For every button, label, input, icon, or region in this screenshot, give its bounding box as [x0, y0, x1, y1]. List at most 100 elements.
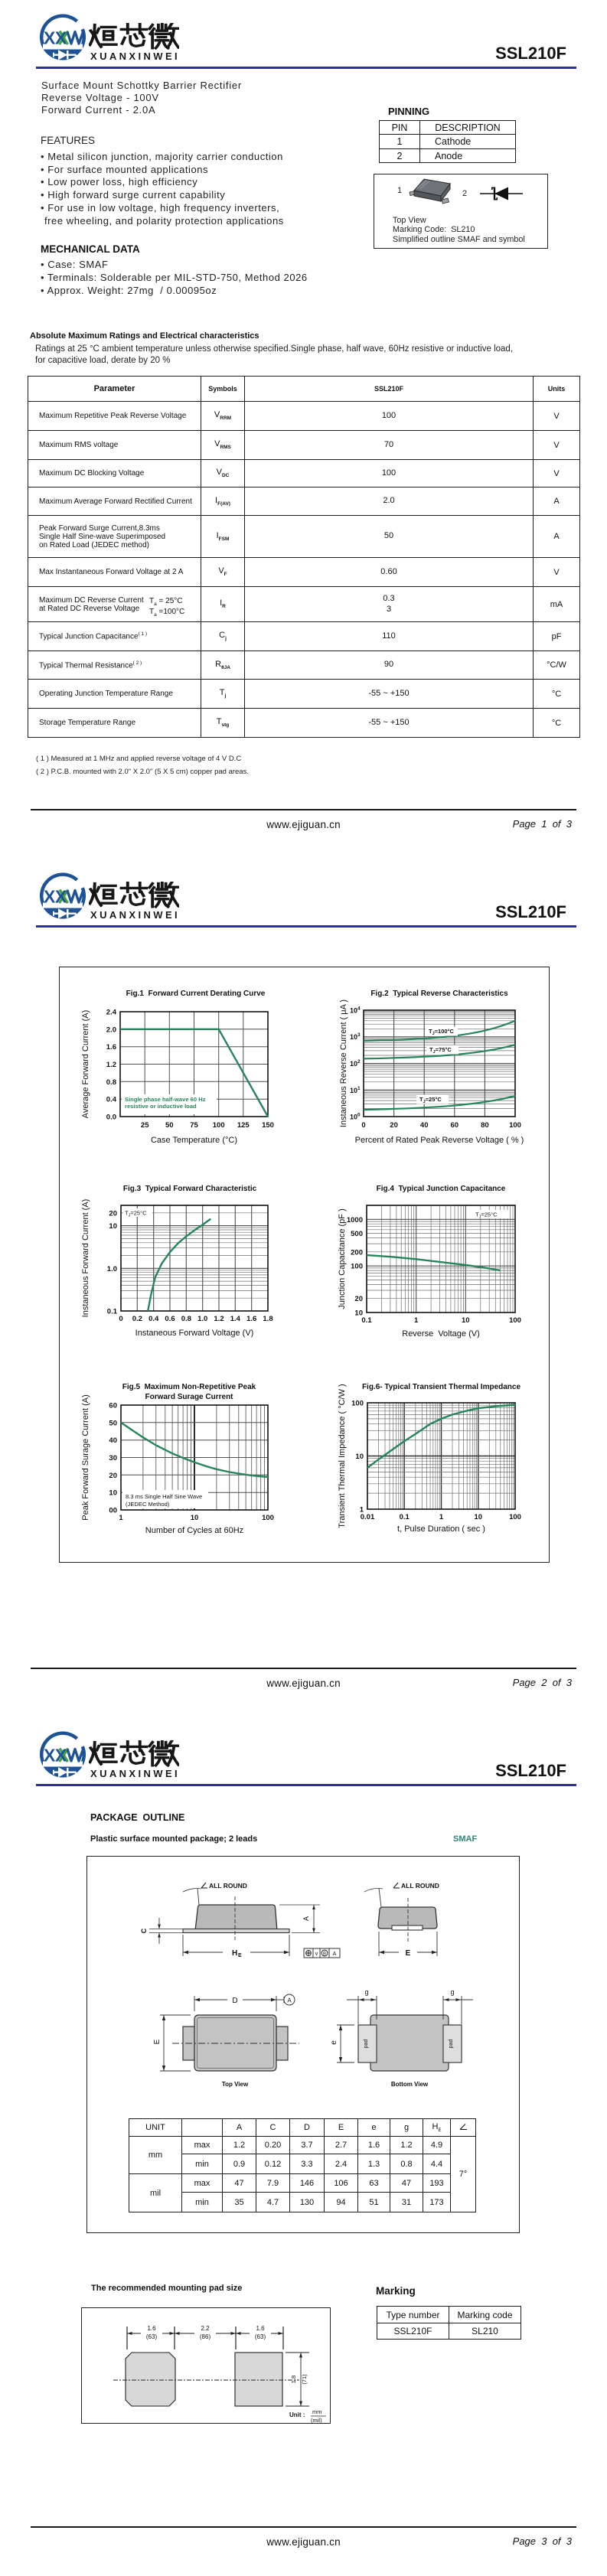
svg-text:Case Temperature (°C): Case Temperature (°C)	[151, 1136, 237, 1145]
svg-text:mm: mm	[312, 2408, 322, 2415]
svg-text:TJ=25°C: TJ=25°C	[125, 1210, 147, 1218]
svg-text:2: 2	[357, 1059, 361, 1065]
svg-text:Fig.5 Maximum Non-Repetitive: Fig.5 Maximum Non-Repetitive Peak	[122, 1383, 256, 1391]
svg-text:C: C	[140, 1928, 148, 1933]
svg-text:0.2: 0.2	[132, 1315, 142, 1323]
svg-text:10: 10	[109, 1222, 117, 1231]
svg-text:500: 500	[351, 1230, 363, 1238]
svg-text:Percent of Rated Peak Reverse: Percent of Rated Peak Reverse Voltage ( …	[355, 1136, 524, 1145]
svg-text:0.8: 0.8	[106, 1078, 116, 1087]
svg-text:E: E	[406, 1949, 411, 1958]
svg-text:1.2: 1.2	[106, 1061, 116, 1069]
svg-text:1: 1	[357, 1086, 361, 1091]
svg-text:Fig.2 Typical Reverse Charact: Fig.2 Typical Reverse Characteristics	[370, 990, 508, 998]
svg-text:1.8: 1.8	[263, 1315, 272, 1323]
svg-text:10: 10	[462, 1316, 470, 1325]
svg-text:1.0: 1.0	[107, 1265, 117, 1273]
svg-text:E: E	[153, 2039, 162, 2044]
svg-text:4: 4	[357, 1006, 361, 1012]
svg-text:100: 100	[509, 1513, 521, 1521]
svg-text:1.0: 1.0	[197, 1315, 207, 1323]
svg-text:1000: 1000	[347, 1216, 363, 1224]
svg-text:Forward Surage Current: Forward Surage Current	[145, 1393, 233, 1401]
svg-text:75: 75	[190, 1121, 198, 1130]
svg-text:0: 0	[361, 1121, 365, 1130]
svg-text:50: 50	[165, 1121, 174, 1130]
svg-text:H: H	[232, 1949, 237, 1958]
svg-text:10: 10	[350, 1033, 357, 1041]
svg-text:0: 0	[119, 1315, 122, 1323]
svg-text:A: A	[302, 1916, 310, 1921]
svg-text:ALL ROUND: ALL ROUND	[401, 1882, 439, 1890]
svg-text:e: e	[330, 2040, 338, 2045]
svg-text:40: 40	[420, 1121, 429, 1130]
svg-text:10: 10	[350, 1087, 357, 1094]
svg-text:1.2: 1.2	[214, 1315, 224, 1323]
svg-text:0.1: 0.1	[400, 1513, 410, 1521]
svg-text:0.4: 0.4	[148, 1315, 159, 1323]
svg-text:(63): (63)	[146, 2333, 158, 2340]
svg-text:v: v	[315, 1952, 318, 1957]
svg-text:Instaneous Reverse Current ( μ: Instaneous Reverse Current ( μA )	[339, 999, 348, 1127]
svg-text:D: D	[232, 1997, 237, 2005]
svg-text:0.1: 0.1	[361, 1316, 372, 1325]
svg-text:Top View: Top View	[222, 2081, 249, 2088]
svg-text:125: 125	[237, 1121, 250, 1130]
svg-text:Bottom View: Bottom View	[391, 2081, 429, 2088]
svg-text:TJ=25°C: TJ=25°C	[475, 1211, 498, 1220]
svg-text:1: 1	[414, 1316, 419, 1325]
svg-text:B: B	[323, 1952, 326, 1957]
svg-text:pad: pad	[364, 2040, 369, 2049]
svg-text:(JEDEC Method): (JEDEC Method)	[126, 1501, 170, 1508]
svg-text:20: 20	[354, 1295, 363, 1303]
svg-text:10: 10	[475, 1513, 483, 1521]
svg-text:10: 10	[355, 1453, 364, 1461]
svg-text:Junction Capacitance (pF ): Junction Capacitance (pF )	[338, 1208, 347, 1309]
svg-text:Average Forward Current (A): Average Forward Current (A)	[81, 1010, 90, 1119]
svg-text:10: 10	[350, 1007, 357, 1015]
svg-text:Fig.3 Typical Forward Charact: Fig.3 Typical Forward Characteristic	[123, 1185, 257, 1193]
svg-text:Instaneous Forward Current (A): Instaneous Forward Current (A)	[81, 1199, 90, 1318]
svg-text:0.4: 0.4	[106, 1096, 117, 1104]
svg-text:50: 50	[109, 1419, 117, 1427]
svg-text:Peak Forward Surage Current (A: Peak Forward Surage Current (A)	[81, 1394, 90, 1520]
svg-text:g: g	[450, 1988, 454, 1996]
svg-text:Reverse Voltage (V): Reverse Voltage (V)	[402, 1329, 480, 1339]
svg-text:2.2: 2.2	[201, 2325, 210, 2332]
svg-text:Instaneous Forward Voltage (V): Instaneous Forward Voltage (V)	[135, 1329, 254, 1338]
svg-text:Fig.4 Typical Junction Capaci: Fig.4 Typical Junction Capacitance	[377, 1185, 506, 1193]
svg-text:t, Pulse Duration ( sec ): t, Pulse Duration ( sec )	[397, 1524, 485, 1534]
svg-text:1: 1	[360, 1506, 364, 1515]
svg-text:100: 100	[509, 1316, 521, 1325]
svg-text:3: 3	[357, 1032, 361, 1038]
svg-text:25: 25	[141, 1121, 149, 1130]
svg-text:XX: XX	[44, 1746, 67, 1766]
svg-text:0.1: 0.1	[107, 1308, 118, 1316]
svg-text:150: 150	[262, 1121, 274, 1130]
svg-text:10: 10	[350, 1060, 357, 1068]
svg-text:1.6: 1.6	[246, 1315, 256, 1323]
svg-text:g: g	[364, 1988, 368, 1996]
svg-text:Transient Thermal Impedance (: Transient Thermal Impedance ( °C/W )	[338, 1384, 347, 1528]
svg-text:1: 1	[119, 1514, 123, 1522]
svg-text:8.3 ms Single Half Sine Wave: 8.3 ms Single Half Sine Wave	[126, 1493, 202, 1500]
svg-text:0.8: 0.8	[181, 1315, 191, 1323]
svg-text:100: 100	[351, 1263, 363, 1271]
svg-text:10: 10	[354, 1309, 363, 1318]
svg-text:80: 80	[481, 1121, 489, 1130]
svg-text:0: 0	[357, 1113, 361, 1118]
svg-text:(86): (86)	[200, 2333, 211, 2340]
svg-text:(71): (71)	[301, 2374, 308, 2385]
svg-text:200: 200	[351, 1248, 363, 1257]
svg-text:20: 20	[109, 1472, 117, 1480]
svg-text:1: 1	[439, 1513, 444, 1521]
svg-text:100: 100	[509, 1121, 521, 1130]
svg-text:2.4: 2.4	[106, 1009, 117, 1017]
svg-text:0.01: 0.01	[361, 1513, 375, 1521]
svg-text:10: 10	[109, 1489, 117, 1498]
svg-text:ALL ROUND: ALL ROUND	[209, 1882, 247, 1890]
svg-text:20: 20	[109, 1209, 117, 1218]
svg-text:pad: pad	[449, 2040, 454, 2049]
svg-text:A: A	[287, 1997, 292, 2004]
svg-text:100: 100	[262, 1514, 274, 1522]
